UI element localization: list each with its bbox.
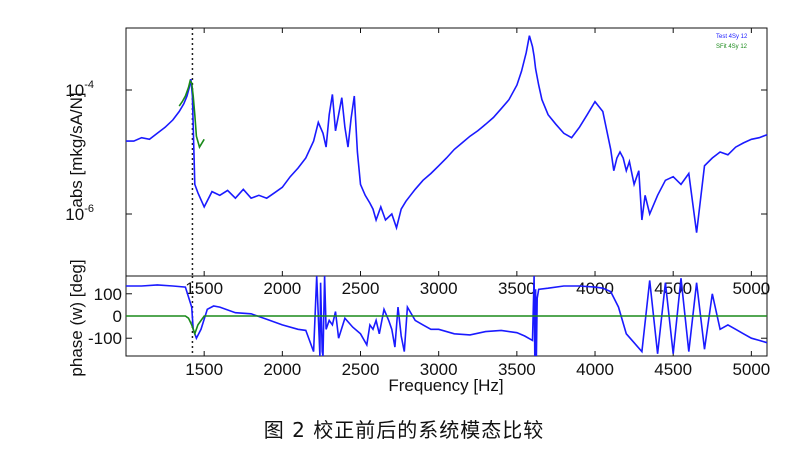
- magnitude-y-tick-exponent: -4: [84, 79, 94, 91]
- fit-magnitude-series: [178, 79, 205, 150]
- magnitude-x-tick-label: 5000: [732, 279, 770, 298]
- magnitude-panel: 10-410-6 1500 2000 2500 3000 3500 4000 4500 500…: [65, 27, 770, 298]
- legend-entry-test: Test 4Sy 12: [716, 34, 748, 40]
- magnitude-y-ticks: 10-410-6: [65, 79, 767, 224]
- legend: Test 4Sy 12 SFit 4Sy 12: [716, 34, 748, 50]
- fit-phase-series: [126, 315, 767, 337]
- magnitude-x-tick-label: 2000: [263, 279, 301, 298]
- test-magnitude-series: [126, 35, 768, 233]
- magnitude-y-tick-exponent: -6: [84, 203, 94, 215]
- phase-y-tick-label: -100: [88, 329, 122, 348]
- test-phase-series: [126, 275, 768, 357]
- phase-x-tick-label: 4500: [654, 360, 692, 379]
- magnitude-x-ticks: 1500 2000 2500 3000 3500 4000 4500 5000: [185, 28, 770, 298]
- phase-y-ticks: 100 0 -100: [88, 285, 767, 348]
- phase-panel: 100 0 -100 1500 2000 2500 3000 3500 4000 4500 500…: [67, 259, 770, 395]
- phase-x-tick-label: 4000: [576, 360, 614, 379]
- phase-y-tick-label: 100: [94, 285, 122, 304]
- magnitude-x-tick-label: 3500: [498, 279, 536, 298]
- x-axis-label: Frequency [Hz]: [388, 376, 503, 395]
- phase-x-ticks: 1500 2000 2500 3000 3500 4000 4500 5000: [185, 351, 770, 379]
- phase-x-tick-label: 5000: [732, 360, 770, 379]
- figure-caption: 图 2 校正前后的系统模态比较: [263, 418, 545, 442]
- magnitude-x-tick-label: 4000: [576, 279, 614, 298]
- magnitude-y-axis-label: abs [mkg/sA/N]: [67, 92, 86, 207]
- phase-x-tick-label: 1500: [185, 360, 223, 379]
- legend-entry-fit: SFit 4Sy 12: [716, 44, 748, 50]
- phase-y-tick-label: 0: [113, 307, 122, 326]
- phase-x-tick-label: 2500: [342, 360, 380, 379]
- magnitude-x-tick-label: 4500: [654, 279, 692, 298]
- magnitude-axes-frame: [125, 27, 768, 277]
- phase-x-tick-label: 2000: [263, 360, 301, 379]
- magnitude-x-tick-label: 1500: [185, 279, 223, 298]
- phase-x-tick-label: 3500: [498, 360, 536, 379]
- magnitude-x-tick-label: 3000: [420, 279, 458, 298]
- phase-x-tick-label: 3000: [420, 360, 458, 379]
- magnitude-x-tick-label: 2500: [342, 279, 380, 298]
- phase-y-axis-label: phase (w) [deg]: [67, 259, 86, 376]
